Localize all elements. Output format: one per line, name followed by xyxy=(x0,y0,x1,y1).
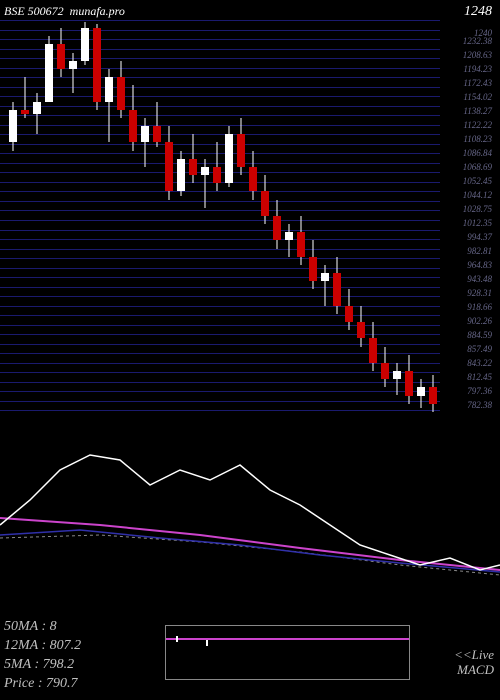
price-label: 1154.02 xyxy=(463,92,492,102)
live-indicator: <<Live xyxy=(454,647,494,663)
candle-body xyxy=(201,167,209,175)
top-value: 1248 xyxy=(464,4,492,20)
macd-text: MACD xyxy=(454,662,494,678)
candle-body xyxy=(429,387,437,403)
price-label: 1194.23 xyxy=(463,64,492,74)
candle-series xyxy=(0,20,440,420)
candle-body xyxy=(357,322,365,338)
candle-body xyxy=(345,306,353,322)
candle-body xyxy=(405,371,413,395)
price-label: 884.59 xyxy=(467,330,492,340)
macd-line xyxy=(0,455,500,570)
candle-body xyxy=(393,371,401,379)
candle-body xyxy=(129,110,137,143)
price-label: 1208.63 xyxy=(463,50,492,60)
price-label: 782.38 xyxy=(467,400,492,410)
candle-body xyxy=(69,61,77,69)
price-label: 964.83 xyxy=(467,260,492,270)
price-label: 1068.69 xyxy=(463,162,492,172)
price-label: 1122.22 xyxy=(463,120,492,130)
candle-body xyxy=(9,110,17,143)
macd-line xyxy=(0,530,500,572)
candle-body xyxy=(189,159,197,175)
info-panel: 50MA : 8 12MA : 807.2 5MA : 798.2 Price … xyxy=(4,618,81,694)
candle-body xyxy=(105,77,113,101)
price-label: 843.22 xyxy=(467,358,492,368)
ma5-value: 5MA : 798.2 xyxy=(4,656,81,675)
candle-body xyxy=(369,338,377,362)
candle-body xyxy=(33,102,41,114)
macd-label: <<Live MACD xyxy=(454,647,494,678)
candle-wick xyxy=(73,53,74,94)
chart-header: BSE 500672 munafa.pro xyxy=(4,4,125,19)
ticker-symbol: BSE 500672 xyxy=(4,4,64,18)
price-label: 797.36 xyxy=(467,386,492,396)
price-label: 1138.27 xyxy=(463,106,492,116)
price-label: 1028.75 xyxy=(463,204,492,214)
candle-body xyxy=(57,44,65,68)
candle-body xyxy=(213,167,221,183)
macd-line xyxy=(0,518,500,570)
candle-body xyxy=(249,167,257,191)
candle-body xyxy=(237,134,245,167)
candle-body xyxy=(177,159,185,192)
candle-wick xyxy=(37,93,38,134)
candle-body xyxy=(261,191,269,215)
macd-tick xyxy=(206,640,208,646)
candle-body xyxy=(93,28,101,101)
candle-body xyxy=(21,110,29,114)
price-label: 1108.23 xyxy=(463,134,492,144)
price-label: 1232.38 xyxy=(463,36,492,46)
candle-body xyxy=(153,126,161,142)
macd-lines xyxy=(0,430,500,620)
candle-body xyxy=(381,363,389,379)
candlestick-chart xyxy=(0,20,500,420)
candle-body xyxy=(45,44,53,101)
macd-histogram-box xyxy=(165,625,410,680)
price-label: 994.37 xyxy=(467,232,492,242)
price-label: 918.66 xyxy=(467,302,492,312)
candle-body xyxy=(273,216,281,240)
price-label: 928.31 xyxy=(467,288,492,298)
price-label: 1172.43 xyxy=(463,78,492,88)
price-label: 982.81 xyxy=(467,246,492,256)
candle-body xyxy=(321,273,329,281)
price-label: 857.49 xyxy=(467,344,492,354)
price-label: 812.45 xyxy=(467,372,492,382)
macd-mini-line xyxy=(166,638,409,640)
candle-body xyxy=(297,232,305,256)
price-value: Price : 790.7 xyxy=(4,675,81,694)
source-label: munafa.pro xyxy=(70,4,125,18)
candle-body xyxy=(117,77,125,110)
ma50-value: 50MA : 8 xyxy=(4,618,81,637)
candle-body xyxy=(165,142,173,191)
candle-body xyxy=(225,134,233,183)
price-label: 1052.45 xyxy=(463,176,492,186)
price-label: 902.26 xyxy=(467,316,492,326)
candle-body xyxy=(417,387,425,395)
price-label: 1044.12 xyxy=(463,190,492,200)
macd-panel xyxy=(0,430,500,620)
candle-body xyxy=(81,28,89,61)
candle-body xyxy=(309,257,317,281)
candle-body xyxy=(141,126,149,142)
price-label: 943.48 xyxy=(467,274,492,284)
price-label: 1086.84 xyxy=(463,148,492,158)
ma12-value: 12MA : 807.2 xyxy=(4,637,81,656)
candle-body xyxy=(333,273,341,306)
macd-tick xyxy=(176,636,178,642)
candle-wick xyxy=(325,265,326,306)
price-label: 1012.35 xyxy=(463,218,492,228)
candle-wick xyxy=(289,224,290,257)
candle-body xyxy=(285,232,293,240)
